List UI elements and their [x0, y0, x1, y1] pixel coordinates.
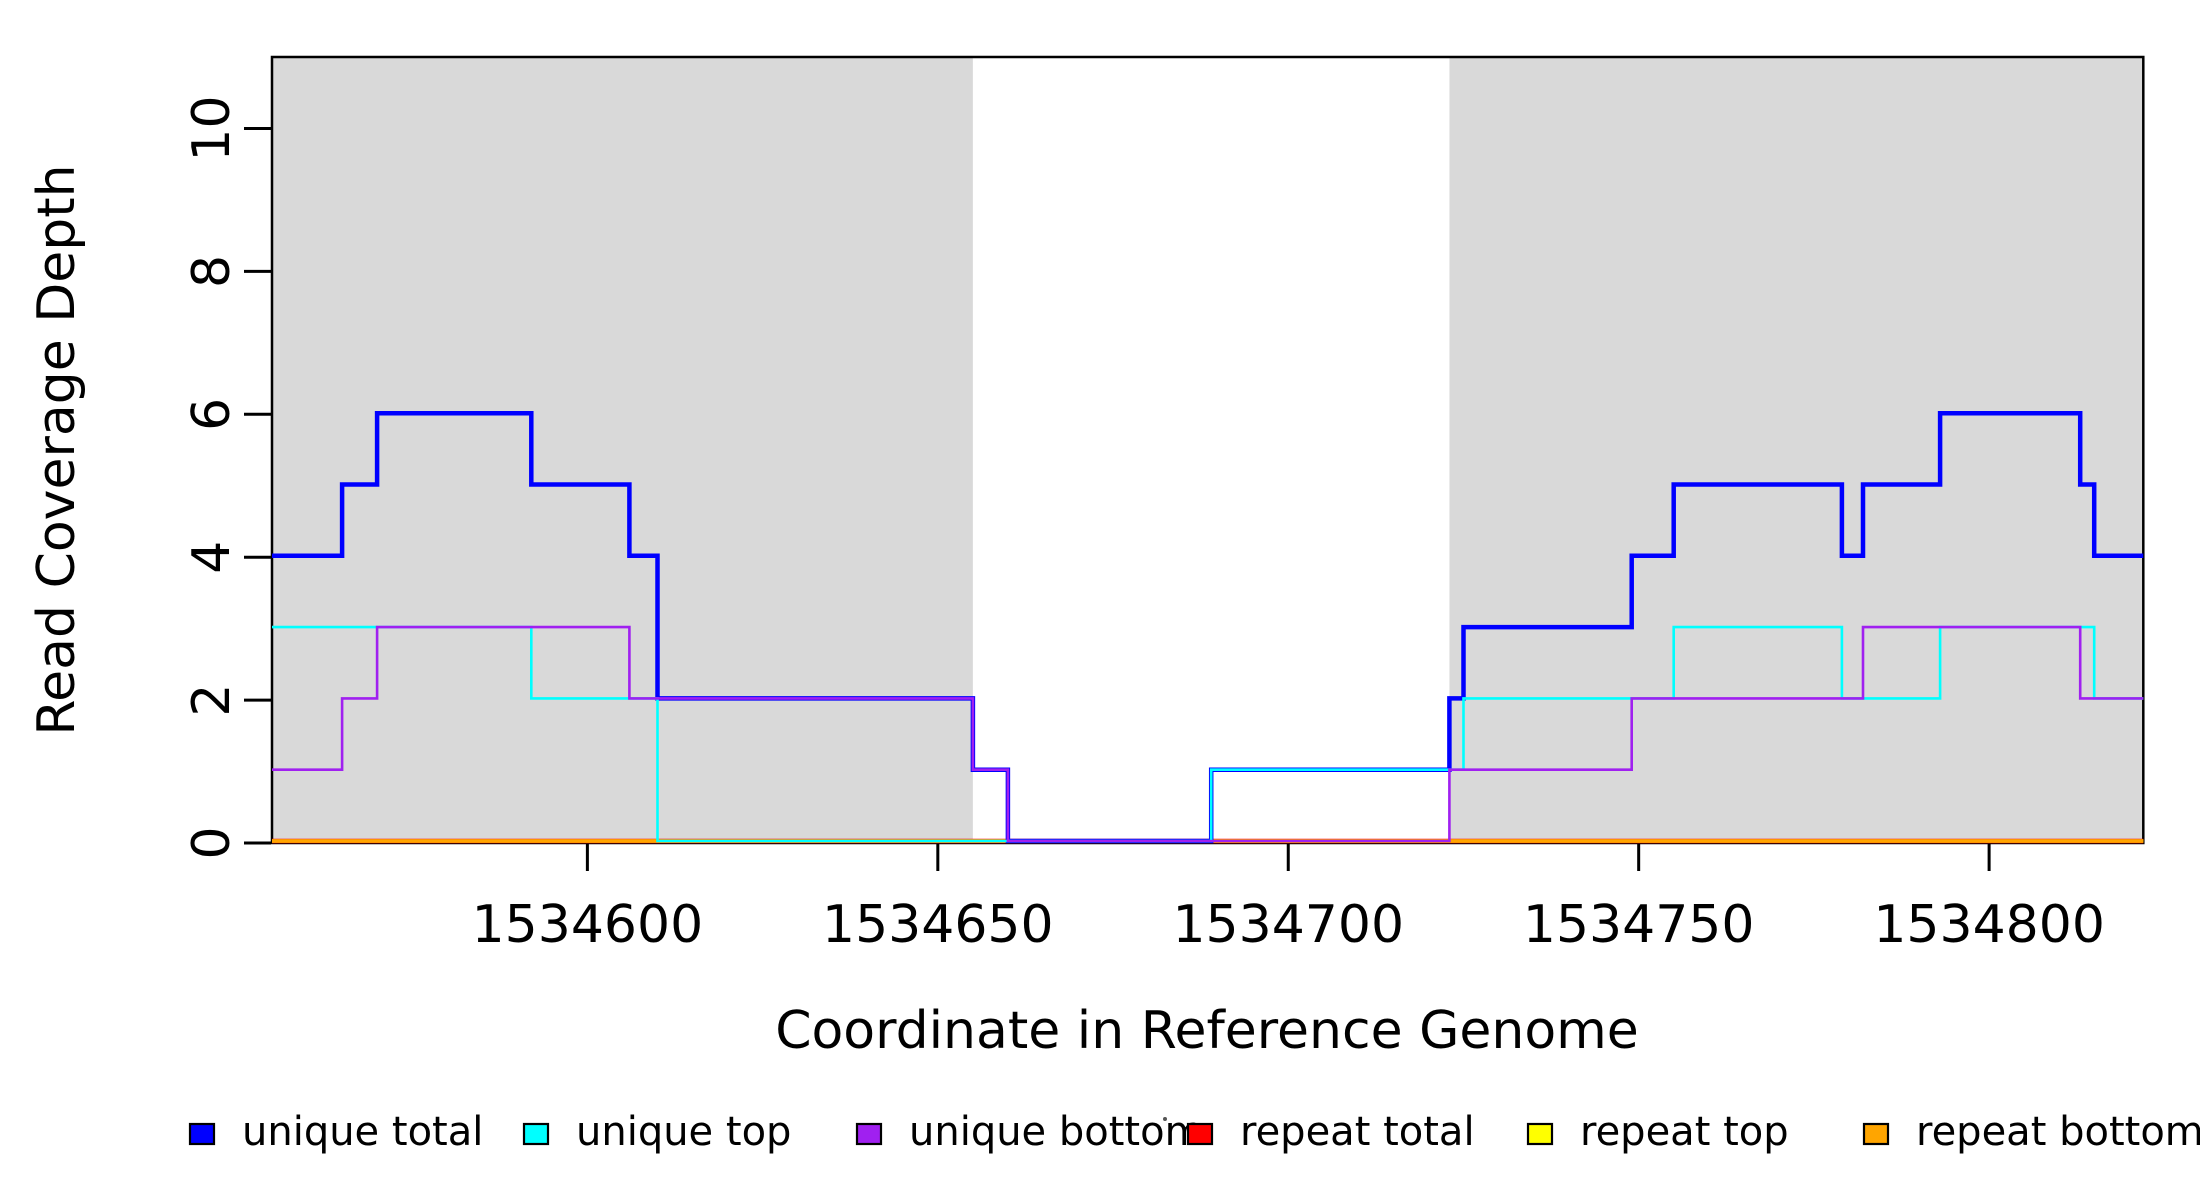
axis-ticks-group: 1534600 1534650 1534700 1534750 1534800 0 2 4 6 8…	[182, 95, 2105, 955]
y-tick-label: 2	[182, 684, 242, 717]
y-tick-label: 8	[182, 255, 242, 288]
x-tick-label: 1534650	[822, 895, 1054, 955]
legend-swatch-repeat-total	[1186, 1122, 1214, 1146]
legend-swatch-repeat-bottom	[1862, 1122, 1890, 1146]
series-line-unique-total	[272, 410, 2144, 844]
legend-swatch-repeat-top	[1526, 1122, 1554, 1146]
y-tick-label: 0	[182, 826, 242, 859]
legend-label-unique-bottom: unique bottom	[909, 1109, 1204, 1155]
y-axis-title: Read Coverage Depth	[27, 164, 87, 735]
x-tick-label: 1534800	[1873, 895, 2105, 955]
x-tick-label: 1534600	[472, 895, 704, 955]
series-lines-group	[272, 410, 2144, 844]
legend-swatch-unique-bottom	[855, 1122, 883, 1146]
legend-label-unique-total: unique total	[242, 1109, 483, 1155]
x-tick-label: 1534700	[1172, 895, 1404, 955]
legend-label-repeat-total: repeat total	[1240, 1109, 1475, 1155]
shaded-regions-group	[272, 57, 2144, 843]
shaded-region	[1449, 57, 2144, 843]
legend-label-repeat-top: repeat top	[1580, 1109, 1789, 1155]
stray-dot-artifact	[1163, 1117, 1167, 1121]
legend-swatch-unique-total	[188, 1122, 216, 1146]
legend-label-repeat-bottom: repeat bottom	[1916, 1109, 2200, 1155]
y-tick-label: 10	[182, 95, 242, 161]
legend-label-unique-top: unique top	[576, 1109, 791, 1155]
shaded-region	[272, 57, 973, 843]
series-line-unique-bottom	[272, 625, 2144, 843]
y-tick-label: 4	[182, 541, 242, 574]
legend: unique total unique top unique bottom repea…	[188, 1109, 2200, 1155]
y-tick-label: 6	[182, 398, 242, 431]
x-axis-title: Coordinate in Reference Genome	[775, 1001, 1639, 1061]
x-tick-label: 1534750	[1523, 895, 1755, 955]
legend-swatch-unique-top	[522, 1122, 550, 1146]
